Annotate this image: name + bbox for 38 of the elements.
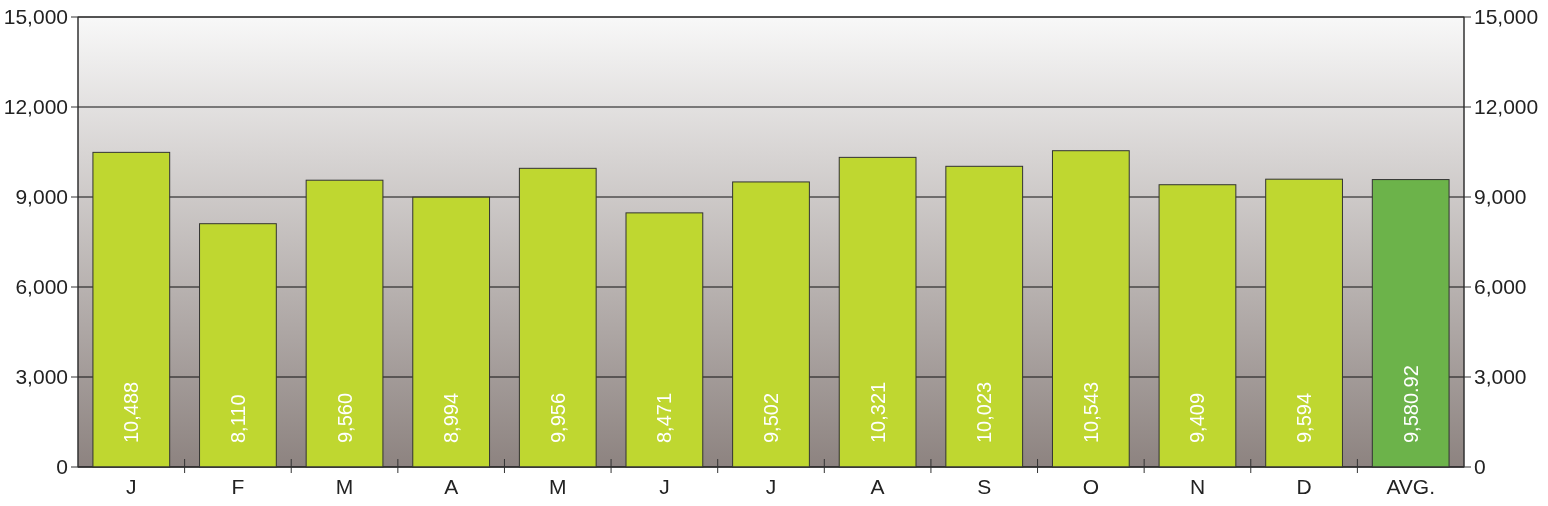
data-label: 9,580.92 — [1399, 365, 1422, 443]
y2-tick-label: 6,000 — [1474, 275, 1527, 299]
x-tick-label: D — [1296, 475, 1312, 498]
x-tick-label: M — [549, 475, 567, 498]
data-label: 8,471 — [653, 392, 676, 443]
y-tick-label: 12,000 — [3, 95, 68, 119]
x-tick-label: O — [1082, 475, 1100, 498]
data-label: 8,110 — [226, 394, 249, 443]
y2-tick-label: 3,000 — [1474, 365, 1527, 389]
data-label: 9,594 — [1293, 392, 1316, 443]
x-tick-label: F — [231, 475, 245, 498]
x-tick-label: S — [977, 475, 992, 498]
data-label: 10,321 — [866, 381, 889, 443]
x-tick-label: J — [659, 475, 670, 498]
data-label: 10,488 — [120, 381, 143, 443]
data-label: 9,502 — [760, 392, 782, 443]
y-tick-label: 15,000 — [3, 5, 68, 29]
y-tick-label: 9,000 — [15, 185, 68, 209]
y2-tick-label: 0 — [1474, 455, 1486, 479]
x-tick-label: A — [444, 475, 459, 498]
data-label: 9,956 — [546, 392, 569, 443]
x-tick-label: AVG. — [1386, 475, 1435, 498]
y-tick-label: 3,000 — [15, 365, 68, 389]
data-label: 9,409 — [1186, 392, 1209, 443]
x-tick-label: J — [765, 475, 777, 498]
y-tick-label: 0 — [56, 455, 68, 479]
data-label: 8,994 — [440, 392, 463, 443]
x-tick-label: N — [1189, 475, 1206, 498]
x-tick-label: M — [335, 475, 354, 498]
y-tick-label: 6,000 — [15, 275, 68, 299]
x-tick-label: J — [126, 475, 137, 498]
x-tick-label: A — [870, 475, 885, 498]
data-label: 9,560 — [333, 392, 356, 443]
data-label: 10,023 — [973, 381, 996, 443]
data-label: 10,543 — [1079, 381, 1102, 443]
y2-tick-label: 12,000 — [1474, 95, 1539, 119]
y2-tick-label: 15,000 — [1474, 5, 1539, 29]
y2-tick-label: 9,000 — [1474, 185, 1527, 209]
